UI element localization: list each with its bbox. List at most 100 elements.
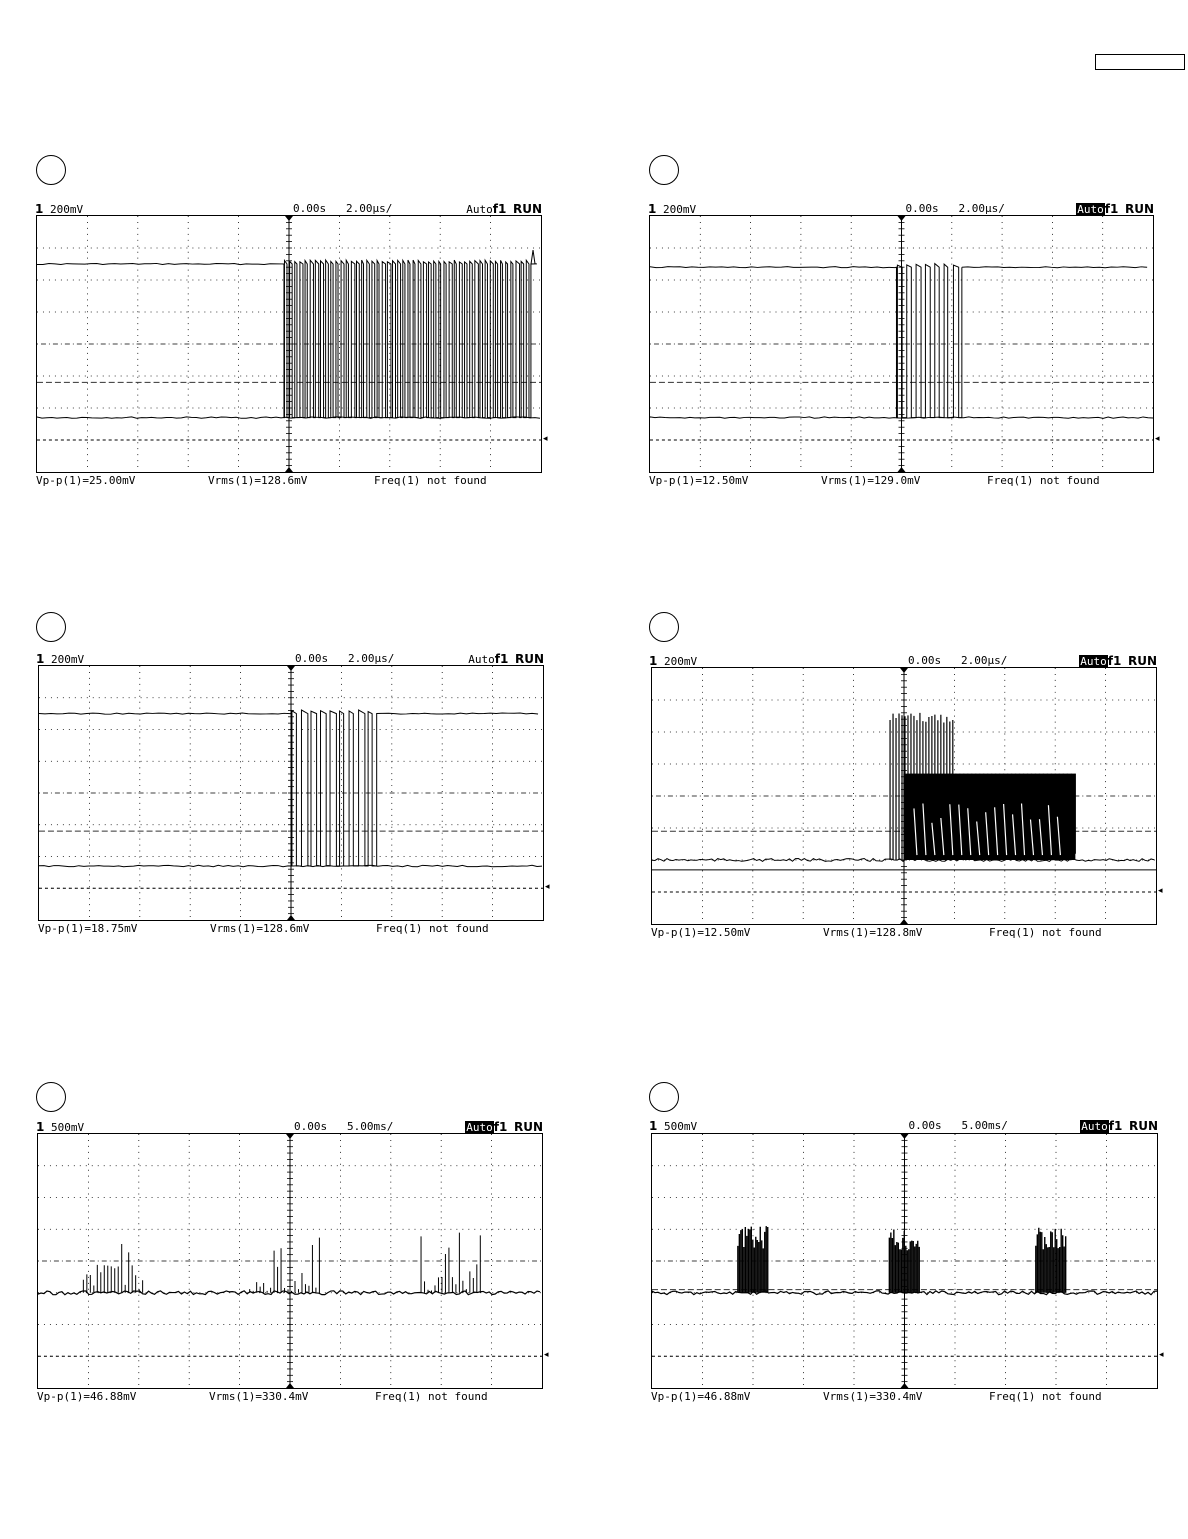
- trigger-mode: Auto: [1080, 1120, 1109, 1133]
- trigger-source: f1: [493, 1120, 508, 1134]
- scope-plot: [38, 1134, 542, 1388]
- signal-trace-low: [37, 416, 541, 419]
- trigger-position-marker-bottom: [287, 915, 295, 920]
- scope-header-right: Autof1 RUN: [466, 203, 542, 216]
- vpp-readout: Vp-p(1)=18.75mV: [38, 922, 138, 935]
- run-state: RUN: [1127, 654, 1157, 668]
- signal-trace: [650, 262, 1148, 419]
- run-state: RUN: [1124, 202, 1154, 216]
- volts-per-div: 200mV: [49, 203, 84, 216]
- scope-screen: [38, 665, 544, 921]
- trigger-position-marker-top: [285, 216, 293, 221]
- freq-readout: Freq(1) not found: [987, 474, 1100, 487]
- scope-screen: [36, 215, 542, 473]
- trigger-mode: Auto: [465, 1121, 494, 1134]
- run-state: RUN: [512, 202, 542, 216]
- freq-readout: Freq(1) not found: [375, 1390, 488, 1403]
- panel-number-circle: [36, 155, 66, 185]
- channel-number: 1: [649, 1119, 658, 1133]
- ground-marker-icon: ◂: [1155, 433, 1160, 444]
- trigger-source: f1: [492, 202, 507, 216]
- trigger-position-marker-top: [287, 666, 295, 671]
- trigger-position-marker-bottom: [897, 467, 906, 472]
- signal-burst: [249, 1237, 320, 1293]
- freq-readout: Freq(1) not found: [989, 926, 1102, 939]
- freq-readout: Freq(1) not found: [374, 474, 487, 487]
- scope-header-right: Autof1 RUN: [1079, 655, 1157, 668]
- trigger-position-marker-top: [897, 216, 906, 221]
- time-per-div: 2.00µs/: [348, 652, 395, 665]
- scope-header-right: Autof1 RUN: [1076, 203, 1154, 216]
- vpp-readout: Vp-p(1)=46.88mV: [37, 1390, 137, 1403]
- ground-marker-icon: ◂: [1158, 885, 1163, 896]
- trigger-position-marker-bottom: [900, 1383, 909, 1388]
- channel-number: 1: [36, 652, 45, 666]
- scope-header-time: 0.00s 2.00µs/: [295, 653, 394, 665]
- signal-trace-baseline: [38, 1290, 541, 1296]
- scope-header-right: Autof1 RUN: [1080, 1120, 1158, 1133]
- time-offset: 0.00s: [294, 1120, 328, 1133]
- trigger-source: f1: [1104, 202, 1119, 216]
- volts-per-div: 500mV: [663, 1120, 698, 1133]
- trigger-position-marker-bottom: [900, 919, 908, 924]
- scope-header-right: Autof1 RUN: [465, 1121, 543, 1134]
- time-offset: 0.00s: [295, 652, 329, 665]
- time-offset: 0.00s: [293, 202, 327, 215]
- scope-screen: [37, 1133, 543, 1389]
- vrms-readout: Vrms(1)=129.0mV: [821, 474, 921, 487]
- scope-plot: [650, 216, 1153, 472]
- ground-marker-icon: ◂: [545, 882, 550, 892]
- run-state: RUN: [1128, 1119, 1158, 1133]
- scope-header-time: 0.00s 2.00µs/: [908, 655, 1007, 667]
- run-state: RUN: [514, 652, 544, 666]
- signal-burst: [888, 1229, 920, 1293]
- trigger-position-marker-top: [286, 1134, 294, 1139]
- signal-trace-baseline: [652, 1290, 1157, 1296]
- ground-marker-icon: ◂: [544, 1350, 549, 1360]
- scope-header-time: 0.00s 2.00µs/: [293, 203, 392, 215]
- trigger-mode: Auto: [1079, 655, 1108, 668]
- vrms-readout: Vrms(1)=128.8mV: [823, 926, 923, 939]
- trigger-mode: Auto: [466, 203, 493, 216]
- trigger-source: f1: [1108, 1119, 1123, 1133]
- corner-label-box: [1095, 54, 1185, 70]
- scope-header-time: 0.00s 5.00ms/: [294, 1121, 393, 1133]
- trigger-position-marker-top: [900, 668, 908, 673]
- scope-header-time: 0.00s 5.00ms/: [909, 1120, 1008, 1132]
- time-per-div: 5.00ms/: [347, 1120, 394, 1133]
- vpp-readout: Vp-p(1)=25.00mV: [36, 474, 136, 487]
- vrms-readout: Vrms(1)=330.4mV: [209, 1390, 309, 1403]
- signal-trace: [39, 709, 539, 867]
- signal-trace-low: [650, 416, 1153, 419]
- volts-per-div: 200mV: [50, 653, 85, 666]
- volts-per-div: 500mV: [50, 1121, 85, 1134]
- time-per-div: 5.00ms/: [961, 1119, 1008, 1132]
- channel-number: 1: [648, 202, 657, 216]
- scope-plot: [37, 216, 541, 472]
- trigger-position-marker-bottom: [285, 467, 293, 472]
- scope-screen: [649, 215, 1154, 473]
- scope-plot: [652, 1134, 1157, 1388]
- panel-number-circle: [649, 612, 679, 642]
- scope-header-left: 1 500mV: [649, 1120, 697, 1133]
- panel-number-circle: [649, 155, 679, 185]
- vrms-readout: Vrms(1)=128.6mV: [208, 474, 308, 487]
- panel-number-circle: [649, 1082, 679, 1112]
- scope-header-left: 1 200mV: [36, 653, 84, 666]
- trigger-source: f1: [494, 652, 509, 666]
- scope-screen: [651, 1133, 1158, 1389]
- time-offset: 0.00s: [905, 202, 939, 215]
- scope-plot: [652, 668, 1156, 924]
- run-state: RUN: [513, 1120, 543, 1134]
- trigger-source: f1: [1107, 654, 1122, 668]
- channel-number: 1: [36, 1120, 45, 1134]
- time-offset: 0.00s: [908, 1119, 942, 1132]
- volts-per-div: 200mV: [663, 655, 698, 668]
- ground-marker-icon: ◂: [543, 433, 548, 444]
- scope-header-left: 1 200mV: [648, 203, 696, 216]
- vrms-readout: Vrms(1)=128.6mV: [210, 922, 310, 935]
- signal-burst-block: [904, 773, 1076, 860]
- signal-trace-low: [39, 864, 543, 868]
- signal-burst: [737, 1226, 769, 1293]
- signal-burst: [82, 1244, 144, 1293]
